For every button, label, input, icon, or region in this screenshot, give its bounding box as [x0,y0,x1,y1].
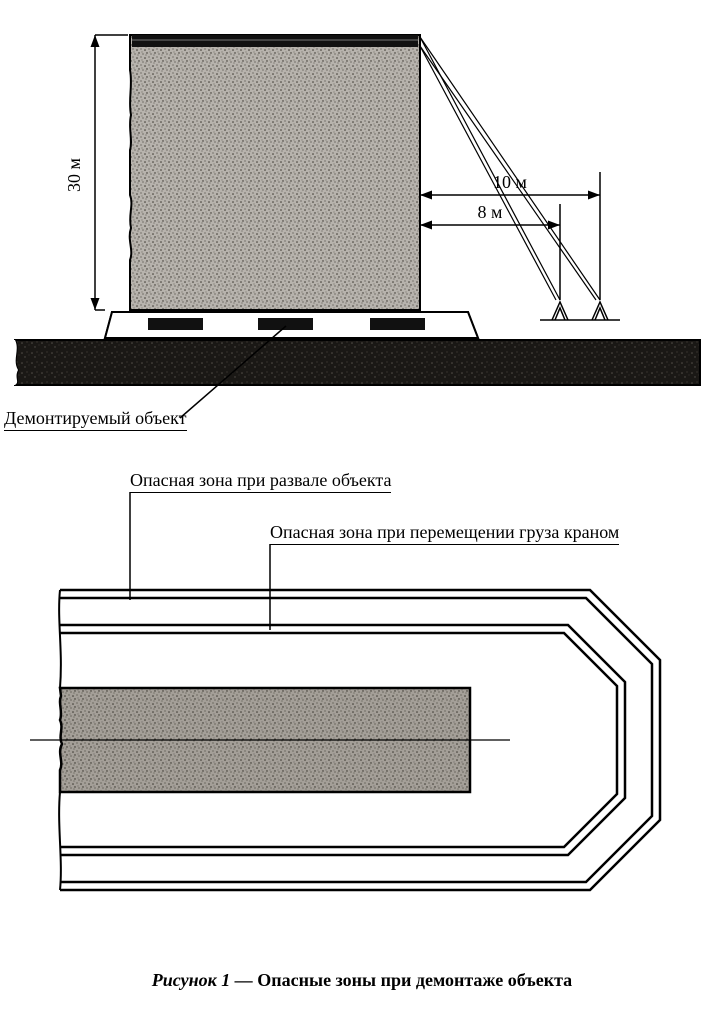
collapse-zone-label: Опасная зона при развале объекта [130,470,391,493]
object-label: Демонтируемый объект [4,408,187,431]
roof-band [132,35,418,47]
crane-zone-label: Опасная зона при перемещении груза крано… [270,522,619,545]
caption-prefix: Рисунок 1 — [152,970,253,990]
building-block [130,35,420,310]
dim-height-label: 30 м [64,158,84,192]
debris-lines [420,37,600,300]
dim-height [95,35,128,310]
building-plan [30,688,510,792]
dim-zone-8-label: 8 м [478,202,503,222]
caption-text: Опасные зоны при демонтаже объекта [257,970,572,990]
dim-zone-10-label: 10 м [493,172,527,192]
figure-caption: Рисунок 1 — Опасные зоны при демонтаже о… [0,970,724,991]
ground-markers [540,302,620,320]
elevation-diagram: 30 м 10 м 8 м [0,0,724,420]
ground [0,340,700,385]
